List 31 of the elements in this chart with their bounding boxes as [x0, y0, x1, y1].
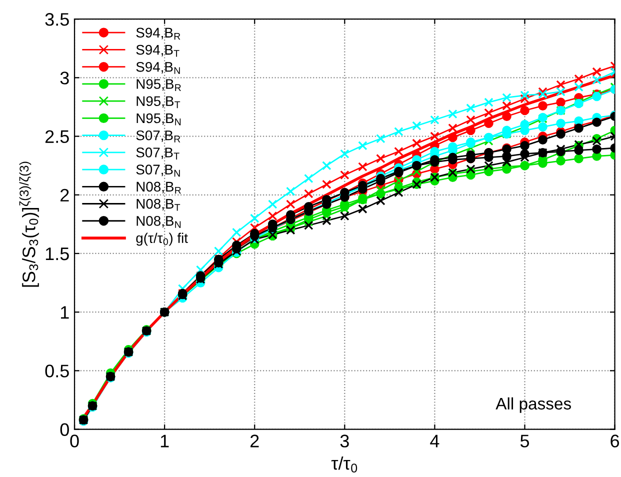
y-tick-label: 1.5 [46, 248, 69, 260]
legend-label: S07,B$_{R}$ [136, 130, 180, 142]
y-tick-label: 0.5 [45, 364, 69, 378]
y-tick-label: 3.5 [45, 13, 69, 26]
x-tick-label: 4 [430, 434, 440, 448]
y-tick-label: 2 [60, 188, 69, 202]
legend-label: S07,B$_{N}$ [136, 164, 180, 177]
x-tick-label: 6 [610, 434, 620, 448]
y-tick-label: 0 [60, 423, 69, 436]
legend-label: N08,B$_{T}$ [136, 198, 180, 211]
y-tick-label: 1 [60, 306, 69, 319]
x-tick-label: 0 [70, 434, 79, 448]
legend-label: N08,B$_{N}$ [136, 216, 181, 228]
y-axis-title: [S$_{3}$/S$_{3}$(τ$_{0}$)]$^{ζ(3)/ζ(3)}$ [19, 162, 39, 287]
x-tick-label: 3 [340, 434, 349, 448]
legend-label: g(τ/τ$_{0}$) fit [136, 232, 188, 246]
x-tick-label: 1 [160, 434, 169, 448]
legend-label: N95,B$_{R}$ [136, 79, 181, 91]
legend-label: S94,B$_{N}$ [136, 62, 180, 74]
legend-label: N95,B$_{T}$ [136, 96, 180, 108]
x-tick-label: 2 [250, 434, 259, 448]
legend-label: S94,B$_{T}$ [136, 44, 180, 57]
legend-label: S94,B$_{R}$ [136, 28, 180, 40]
legend-label: S07,B$_{T}$ [136, 148, 180, 160]
legend-label: N95,B$_{N}$ [136, 113, 181, 126]
y-tick-label: 2.5 [45, 130, 69, 144]
y-tick-label: 3 [60, 72, 69, 84]
x-axis-title: τ/τ$_{0}$ [331, 456, 358, 473]
x-tick-label: 5 [520, 434, 530, 448]
legend-label: N08,B$_{R}$ [136, 182, 181, 194]
annotation: All passes [496, 397, 571, 413]
